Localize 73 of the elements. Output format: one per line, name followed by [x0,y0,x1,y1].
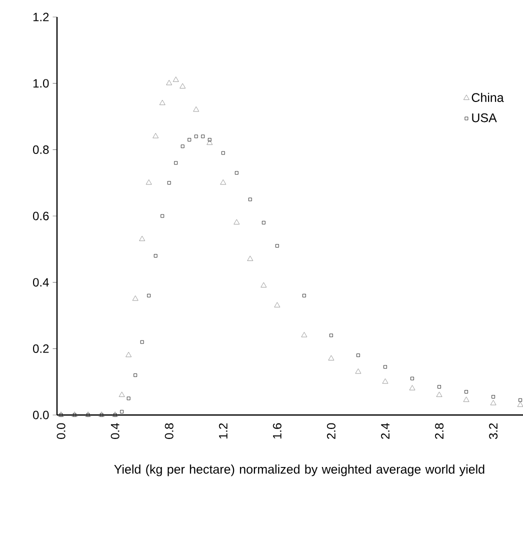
x-tick-label: 2.8 [435,423,444,439]
point [517,402,523,407]
point [301,332,308,338]
y-tick-label: 0.4 [33,278,49,287]
point [188,138,192,142]
point [234,171,238,175]
point [174,161,178,165]
point [120,410,124,414]
point [160,214,164,218]
point [201,134,205,138]
point [384,365,387,369]
x-tick-label: 0.8 [164,423,174,439]
point [193,106,200,112]
point [172,76,179,82]
point [126,396,130,400]
point [355,368,362,374]
point [118,392,125,397]
point [154,254,158,258]
point [260,282,267,288]
point [328,355,334,360]
point [330,334,333,338]
x-tick-label: 0.4 [110,423,120,439]
point [247,256,254,261]
y-tick-label: 0.8 [33,145,49,154]
point [248,198,252,202]
point [234,219,240,224]
point [436,392,442,397]
point [382,378,388,384]
point [159,100,166,106]
y-tick-label: 0.0 [33,410,49,420]
point [146,179,152,185]
point [438,385,441,388]
point [126,352,132,358]
point [275,244,279,248]
y-tick-label: 1.0 [33,79,49,88]
legend-label: USA [472,113,497,122]
point [410,376,414,380]
x-tick-label: 1.2 [218,423,228,439]
point [147,294,151,298]
point [464,390,468,394]
point [152,133,159,138]
point [206,140,213,145]
point [221,151,225,155]
point [180,144,184,148]
point [490,400,496,406]
point [262,220,266,224]
point [132,296,138,301]
x-tick-label: 0.0 [56,423,66,439]
point [274,302,280,308]
legend-label: China [472,92,504,102]
point [492,395,495,398]
y-tick-label: 0.6 [33,212,49,220]
point [409,385,416,390]
x-tick-label: 3.2 [489,423,498,439]
x-tick-label: 2.0 [326,423,336,439]
point [302,294,306,298]
y-tick-label: 0.2 [33,344,49,353]
point [518,398,522,402]
point [356,354,360,357]
point [180,83,186,88]
x-tick-label: 2.4 [381,423,390,439]
point [220,179,226,185]
point [140,340,144,344]
point [167,181,171,185]
point [134,374,138,377]
point [463,396,470,402]
x-axis-title: Yield (kg per hectare) normalized by weighted average world yield [114,464,484,476]
point [166,80,172,86]
y-tick-label: 1.2 [33,12,49,22]
x-tick-label: 1.6 [272,423,282,439]
point [208,138,212,142]
point [194,134,198,138]
point [139,236,146,242]
